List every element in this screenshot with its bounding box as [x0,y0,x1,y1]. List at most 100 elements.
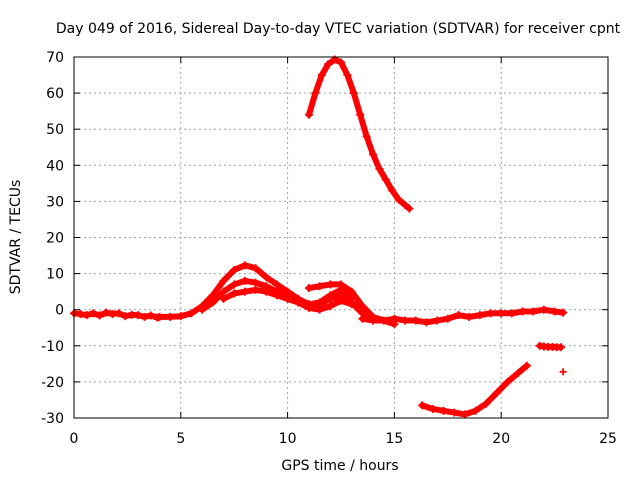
data-point [198,305,207,314]
data-point [326,302,335,311]
data-point [208,298,217,307]
data-point [559,368,567,376]
y-tick-label: 40 [46,158,64,174]
data-point [311,89,320,98]
data-point [433,316,442,325]
data-point [443,314,452,323]
data-point [492,388,501,397]
data-point [251,278,260,287]
y-tick-label: 20 [46,231,64,247]
data-point [304,303,313,312]
data-point [379,316,388,325]
grid [74,57,608,418]
data-point [230,265,239,274]
data-point [82,311,91,320]
data-series [535,341,566,352]
data-point [283,294,292,303]
data-point [326,280,335,289]
data-point [388,186,397,195]
data-series [358,305,568,327]
data-series [219,285,356,314]
data-point [405,204,414,213]
data-point [219,294,228,303]
data-point [140,312,149,321]
data-point [230,280,239,289]
data-point [369,150,378,159]
data-point [337,296,345,305]
data-point [411,316,420,325]
data-point [450,408,459,417]
x-tick-label: 20 [492,431,510,447]
data-point [486,309,495,318]
data-point [176,312,185,321]
data-point [326,294,335,303]
data-point [550,307,559,316]
data-point [514,368,523,377]
x-tick-label: 5 [176,431,185,447]
data-point [324,60,333,69]
data-point [460,410,469,419]
data-point [272,291,281,300]
data-point [418,401,427,410]
data-point [102,308,111,317]
data-point [337,58,345,67]
data-point [155,312,164,321]
data-point [343,71,352,80]
data-point [475,311,484,320]
data-point [390,314,399,323]
data-point [134,311,143,320]
data-series [304,55,414,213]
plot-frame [73,56,609,419]
data-point [76,310,85,319]
y-tick-label: 60 [46,86,64,102]
data-point [114,309,123,318]
data-point [401,316,410,325]
data-point [219,276,228,285]
data-point [240,261,249,270]
x-tick-label: 15 [385,431,403,447]
data-point [347,300,356,309]
data-point [539,305,548,314]
y-tick-label: 10 [46,267,64,283]
data-point [557,343,566,352]
data-point [230,289,239,298]
data-point [428,404,437,413]
data-point [518,307,527,316]
y-tick-label: 30 [46,194,64,210]
data-point [375,164,384,173]
data-point [394,195,403,204]
data-point [187,309,196,318]
data-point [529,307,538,316]
data-point [317,71,326,80]
data-point [262,287,271,296]
data-point [304,110,313,119]
y-tick-label: -10 [41,339,64,355]
data-point [294,298,303,307]
data-point [471,406,480,415]
data-point [240,287,249,296]
x-axis-label: GPS time / hours [281,458,398,474]
data-point [507,309,516,318]
data-point [95,311,104,320]
data-point [347,287,356,296]
y-axis-label: SDTVAR / TECUs [8,180,24,295]
data-point [503,377,512,386]
data-point [522,361,531,370]
data-point [315,282,324,291]
data-point [362,132,371,141]
y-tick-label: -20 [41,375,64,391]
data-point [315,305,324,314]
data-point [146,311,155,320]
x-tick-label: 0 [70,431,79,447]
data-series [418,361,531,419]
x-tick-label: 25 [599,431,617,447]
data-point [208,291,217,300]
data-point [251,264,260,273]
data-point [337,280,345,289]
data-point [482,399,491,408]
data-point [272,280,281,289]
data-point [439,406,448,415]
data-point [381,175,390,184]
